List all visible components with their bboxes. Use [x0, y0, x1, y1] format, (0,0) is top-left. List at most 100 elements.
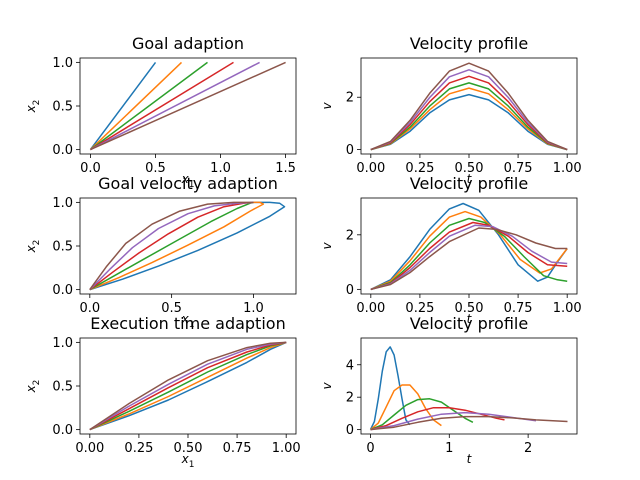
x-tick-label: 0.5	[145, 161, 166, 176]
series-line-3	[89, 341, 287, 431]
x-axis-label: x1	[181, 312, 195, 330]
y-tick-label: 0.5	[52, 380, 73, 395]
subplot-title: Velocity profile	[410, 174, 528, 193]
y-tick-label: 0	[346, 423, 354, 438]
plot-area	[89, 61, 286, 151]
y-axis-label: x2	[24, 100, 42, 114]
x-tick-label: 0.25	[405, 301, 434, 316]
x-tick-label: 1.00	[553, 301, 582, 316]
x-tick-label: 0.25	[124, 441, 153, 456]
x-tick-label: 0.5	[161, 301, 182, 316]
subplot-title: Goal adaption	[132, 34, 244, 53]
series-line-2	[370, 87, 568, 151]
series-line-3	[89, 201, 254, 291]
plot-area	[370, 202, 568, 291]
x-tick-label: 0	[366, 441, 374, 456]
series-line-5	[370, 69, 568, 151]
subplot-title: Velocity profile	[410, 34, 528, 53]
y-tick-label: 4	[346, 358, 354, 373]
y-tick-label: 0.0	[52, 423, 73, 438]
series-line-5	[89, 341, 287, 431]
x-tick-label: 0.00	[356, 301, 385, 316]
x-axis-label: t	[467, 452, 473, 466]
series-line-5	[370, 224, 568, 291]
x-tick-label: 1.0	[243, 301, 264, 316]
series-line-6	[89, 201, 254, 291]
x-tick-label: 0.75	[504, 301, 533, 316]
series-line-3	[370, 217, 568, 291]
series-line-1	[369, 346, 411, 430]
series-line-1	[89, 341, 287, 431]
x-tick-label: 1.5	[275, 161, 296, 176]
series-line-3	[370, 398, 474, 431]
series-line-2	[370, 384, 442, 431]
subplot-title: Velocity profile	[410, 314, 528, 333]
series-line-1	[89, 61, 157, 151]
series-line-6	[370, 227, 568, 291]
series-line-1	[89, 201, 286, 291]
y-axis-label: x2	[24, 380, 42, 394]
x-tick-label: 0.00	[75, 441, 104, 456]
x-tick-label: 2	[524, 441, 532, 456]
y-tick-label: 2	[346, 91, 354, 106]
y-axis-label: v	[320, 102, 334, 110]
series-line-5	[90, 61, 260, 151]
y-tick-label: 0.0	[52, 283, 73, 298]
subplot-velocity-profile-1: 0.00 0.25 0.50 0.75 1.00 0 2 Velocity profile t v	[320, 34, 582, 186]
x-axis-label: x1	[181, 172, 195, 190]
x-tick-label: 1	[445, 441, 453, 456]
x-tick-label: 0.50	[174, 441, 203, 456]
x-axis-label: x1	[181, 452, 195, 470]
series-line-5	[89, 201, 254, 291]
series-line-3	[370, 82, 568, 151]
x-tick-label: 0.50	[455, 301, 484, 316]
series-line-4	[370, 75, 568, 151]
x-tick-label: 0.00	[356, 161, 385, 176]
y-tick-label: 0.5	[52, 100, 73, 115]
x-tick-label: 0.75	[223, 441, 252, 456]
series-line-4	[90, 61, 234, 151]
series-line-1	[370, 93, 568, 151]
series-line-6	[89, 341, 287, 431]
x-tick-label: 1.00	[272, 441, 301, 456]
series-line-4	[89, 341, 287, 431]
y-axis-label: v	[320, 242, 334, 250]
plot-area	[89, 341, 287, 431]
series-line-6	[90, 61, 286, 151]
y-tick-label: 2	[346, 391, 354, 406]
y-tick-label: 2	[346, 228, 354, 243]
y-tick-label: 0	[346, 143, 354, 158]
series-line-2	[89, 341, 287, 431]
x-tick-label: 0.25	[405, 161, 434, 176]
series-line-6	[370, 62, 568, 151]
subplot-title: Goal velocity adaption	[98, 174, 278, 193]
y-tick-label: 1.0	[52, 196, 73, 211]
y-tick-label: 0.0	[52, 143, 73, 158]
subplot-execution-time-adaption: 0.00 0.25 0.50 0.75 1.00 0.0 0.5 1.0 Execution t…	[24, 314, 301, 470]
series-line-2	[89, 201, 265, 291]
x-tick-label: 0.50	[455, 161, 484, 176]
x-tick-label: 1.00	[553, 161, 582, 176]
series-line-3	[89, 61, 208, 151]
subplot-title: Execution time adaption	[90, 314, 285, 333]
y-axis-label: v	[320, 382, 334, 390]
x-axis-label: t	[467, 172, 473, 186]
series-line-4	[370, 221, 568, 291]
axes-frame	[360, 337, 578, 435]
y-tick-label: 0	[346, 283, 354, 298]
series-line-2	[89, 61, 183, 151]
x-tick-label: 0.75	[504, 161, 533, 176]
y-axis-label: x2	[24, 240, 42, 254]
x-tick-label: 0.0	[80, 161, 101, 176]
plot-area	[369, 346, 568, 431]
y-tick-label: 0.5	[52, 240, 73, 255]
subplot-goal-velocity-adaption: 0.0 0.5 1.0 0.0 0.5 1.0 Goal velocity adaption…	[24, 174, 297, 330]
x-tick-label: 0.0	[79, 301, 100, 316]
x-tick-label: 1.0	[210, 161, 231, 176]
plot-area	[370, 62, 568, 151]
series-line-6	[370, 415, 568, 431]
subplot-goal-adaption: 0.0 0.5 1.0 1.5 0.0 0.5 1.0 Goal adaption x1 x2	[24, 34, 297, 190]
series-line-2	[370, 210, 568, 291]
